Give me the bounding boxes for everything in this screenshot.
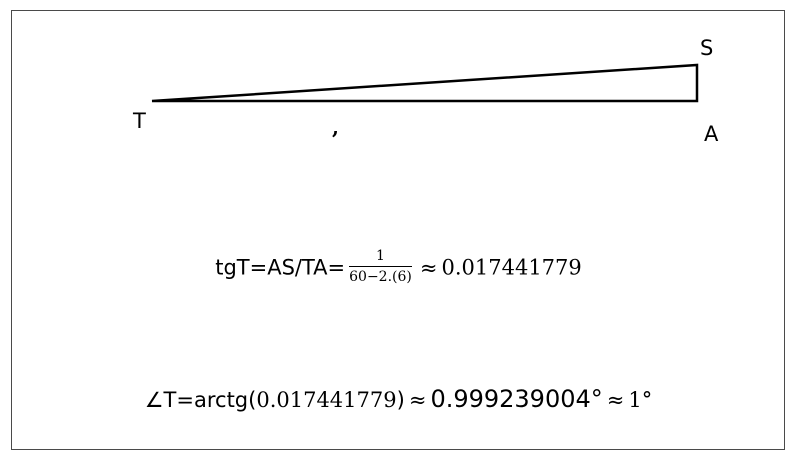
angle-value: 0.999239004° — [430, 385, 603, 413]
approx-symbol: ≈ — [419, 255, 438, 280]
fraction-denominator: 60−2.(6) — [349, 269, 412, 285]
angle-argument: 0.017441779 — [256, 388, 397, 412]
tangent-fraction: 1 60−2.(6) — [349, 248, 412, 285]
approx-symbol-2: ≈ — [606, 388, 625, 412]
tangent-lhs: tgT=AS/TA= — [215, 255, 346, 280]
vertex-label-s: S — [700, 36, 713, 60]
side-tick-mark: , — [332, 115, 339, 139]
angle-lhs: ∠T=arctg( — [144, 388, 257, 412]
angle-rounded-value: 1° — [628, 388, 653, 412]
angle-formula: ∠T=arctg(0.017441779) ≈0.999239004° ≈1° — [0, 385, 797, 413]
tangent-result: 0.017441779 — [441, 255, 582, 280]
tangent-formula: tgT=AS/TA= 1 60−2.(6) ≈0.017441779 — [0, 248, 797, 287]
approx-symbol-1: ≈ — [408, 388, 427, 412]
right-triangle-diagram: T S A , — [132, 36, 719, 146]
angle-close-paren: ) — [396, 388, 405, 412]
triangle-tsa — [151, 63, 699, 103]
fraction-numerator: 1 — [349, 248, 412, 267]
vertex-label-a: A — [704, 122, 719, 146]
vertex-label-t: T — [132, 109, 146, 133]
